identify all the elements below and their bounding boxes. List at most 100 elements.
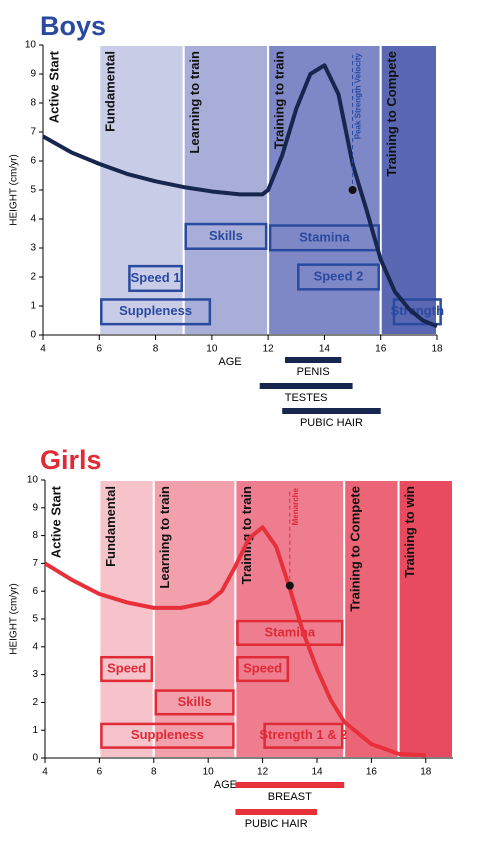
y-tick-label: 6 [32, 586, 38, 597]
x-axis-label: AGE [214, 779, 237, 791]
stage-band [397, 479, 455, 759]
maturation-bar [259, 383, 353, 389]
x-tick-label: 18 [431, 344, 443, 355]
y-tick-label: 10 [27, 475, 39, 486]
window-box [392, 298, 442, 326]
window-box [268, 224, 380, 252]
window-box [236, 619, 344, 646]
y-tick-label: 3 [32, 669, 38, 680]
y-tick-label: 5 [32, 614, 38, 625]
y-tick-label: 4 [30, 214, 36, 225]
window-label: Skills [178, 694, 212, 709]
chart-title: Boys [40, 11, 106, 41]
maturation-label: PUBIC HAIR [245, 818, 308, 830]
stage-label: Training to train [272, 51, 287, 149]
y-tick-label: 4 [32, 641, 38, 652]
stage-label: Fundamental [103, 486, 118, 567]
maturation-bar [285, 357, 342, 363]
y-tick-label: 1 [32, 725, 38, 736]
y-axis-label: HEIGHT (cm/yr) [9, 154, 20, 225]
x-tick-label: 14 [311, 767, 323, 778]
window-box [128, 264, 183, 293]
growth-curve [43, 525, 426, 758]
y-tick-label: 8 [30, 98, 36, 109]
chart-title: Girls [40, 445, 102, 475]
y-axis-label: HEIGHT (cm/yr) [9, 583, 20, 654]
stage-band [98, 44, 185, 336]
maturation-bar [235, 782, 345, 788]
stage-label: Learning to train [157, 486, 172, 589]
y-tick-label: 8 [32, 530, 38, 541]
maturation-label: PENIS [297, 366, 330, 378]
y-tick-label: 7 [32, 558, 38, 569]
stage-label: Learning to train [187, 51, 202, 154]
window-box [100, 298, 212, 326]
y-tick-label: 10 [25, 40, 37, 51]
growth-curve [42, 63, 438, 329]
maturation-bar [282, 408, 381, 414]
window-box [100, 722, 235, 749]
window-box [100, 655, 154, 683]
stage-label: Fundamental [103, 51, 118, 132]
x-tick-label: 6 [97, 767, 103, 778]
x-tick-label: 16 [375, 344, 387, 355]
x-tick-label: 8 [153, 344, 159, 355]
y-tick-label: 2 [30, 272, 36, 283]
stage-band [234, 479, 346, 759]
y-tick-label: 5 [30, 185, 36, 196]
x-tick-label: 4 [42, 767, 48, 778]
x-tick-label: 14 [319, 344, 331, 355]
x-tick-label: 8 [151, 767, 157, 778]
y-tick-label: 2 [32, 697, 38, 708]
stage-band [98, 479, 155, 759]
window-box [236, 655, 290, 683]
x-tick-label: 10 [206, 344, 218, 355]
stage-label: Training to Compete [348, 486, 363, 612]
window-box [263, 722, 344, 749]
marker-label: Menarche [291, 487, 300, 525]
x-tick-label: 16 [366, 767, 378, 778]
window-label: Stamina [265, 624, 316, 639]
y-tick-label: 0 [30, 330, 36, 341]
maturation-label: TESTES [285, 392, 328, 404]
marker-dot [348, 186, 357, 194]
y-tick-label: 9 [30, 69, 36, 80]
x-tick-label: 10 [203, 767, 215, 778]
x-tick-label: 18 [420, 767, 432, 778]
window-label: Strength 1 & 2 [259, 727, 347, 742]
stage-band [152, 479, 237, 759]
x-axis-label: AGE [218, 356, 241, 368]
window-label: Stamina [299, 229, 350, 244]
window-label: Speed [243, 660, 282, 675]
window-label: Speed 2 [314, 268, 364, 283]
stage-label: Training to Compete [384, 51, 399, 177]
x-tick-label: 12 [263, 344, 275, 355]
marker-label: Peak Strength Velocity [354, 52, 363, 139]
x-tick-label: 4 [40, 344, 46, 355]
y-tick-label: 0 [32, 753, 38, 764]
window-label: Speed [107, 660, 146, 675]
marker-dot [285, 581, 294, 590]
window-label: Skills [209, 228, 243, 243]
maturation-label: PUBIC HAIR [300, 417, 363, 429]
window-box [184, 222, 268, 250]
window-label: Strength [391, 303, 445, 318]
y-tick-label: 1 [30, 301, 36, 312]
stage-band [42, 44, 101, 336]
window-label: Suppleness [119, 303, 192, 318]
stage-label: Training to win [402, 486, 417, 578]
y-tick-label: 3 [30, 243, 36, 254]
stage-label: Active Start [46, 50, 61, 123]
y-tick-label: 7 [30, 127, 36, 138]
window-label: Speed 1 [131, 270, 181, 285]
window-box [154, 689, 235, 716]
maturation-bar [235, 809, 317, 815]
window-box [297, 263, 380, 291]
y-tick-label: 9 [32, 502, 38, 513]
stage-label: Training to train [239, 486, 254, 584]
x-tick-label: 12 [257, 767, 269, 778]
window-label: Suppleness [131, 727, 204, 742]
maturation-label: BREAST [268, 791, 312, 803]
x-tick-label: 6 [97, 344, 103, 355]
